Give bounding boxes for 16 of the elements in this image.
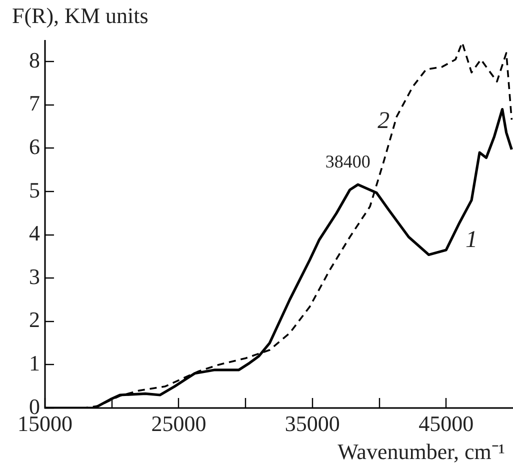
y-tick-label: 2 [29,307,40,332]
y-tick-label: 4 [29,220,40,246]
x-tick-label: 25000 [151,410,206,436]
annotation: 1 [466,227,478,254]
y-tick-label: 6 [29,134,40,160]
x-axis-title: Wavenumber, cm⁻¹ [338,438,505,464]
y-axis-title: F(R), KM units [12,2,148,28]
y-tick-label: 3 [29,264,40,289]
x-tick-label: 45000 [418,410,474,436]
y-tick-label: 7 [29,90,40,116]
x-tick-label: 35000 [284,410,340,436]
y-tick-label: 8 [29,47,40,72]
y-tick-label: 5 [29,177,40,202]
y-tick-label: 1 [29,350,40,376]
annotation: 38400 [325,151,370,172]
annotation: 2 [378,108,390,134]
